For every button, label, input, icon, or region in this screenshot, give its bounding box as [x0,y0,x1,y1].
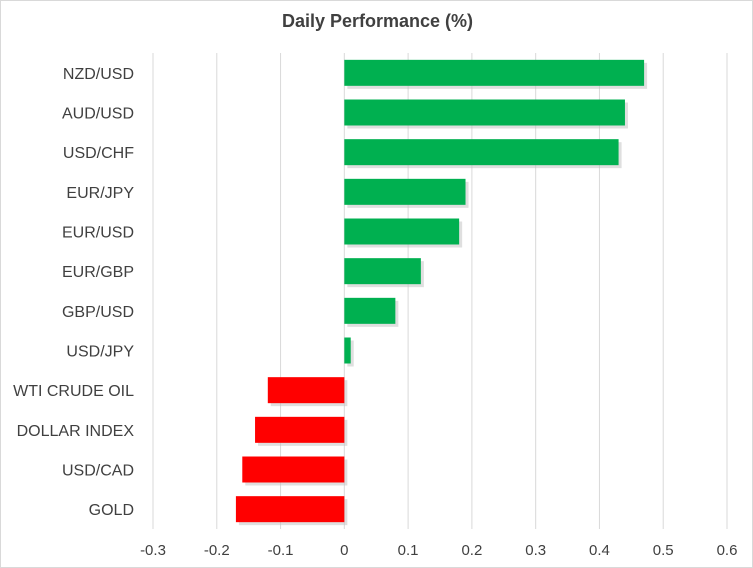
category-label: USD/CAD [62,463,134,480]
category-label: USD/JPY [66,344,134,361]
x-tick-label: -0.2 [204,542,230,559]
bar-dollar-index [255,416,345,443]
x-tick-label: 0.6 [717,542,738,559]
bar-wti-crude-oil [267,377,345,404]
bar-nzd-usd [344,59,645,86]
category-label: NZD/USD [63,66,134,83]
category-label: USD/CHF [63,145,134,162]
bar-gbp-usd [344,297,396,324]
category-label: AUD/USD [62,106,134,123]
x-tick-label: 0.1 [398,542,419,559]
x-tick-label: 0.2 [461,542,482,559]
x-tick-label: 0.5 [653,542,674,559]
x-tick-label: 0 [340,542,348,559]
bar-gold [235,496,345,523]
bar-eur-jpy [344,178,466,205]
bar-eur-usd [344,218,460,245]
bar-eur-gbp [344,258,421,285]
x-tick-label: 0.4 [589,542,610,559]
x-tick-label: -0.1 [268,542,294,559]
category-label: DOLLAR INDEX [17,423,135,440]
bar-usd-jpy [344,337,351,364]
bar-usd-cad [242,456,345,483]
category-label: EUR/JPY [66,185,134,202]
category-label: EUR/GBP [62,264,134,281]
chart-title: Daily Performance (%) [281,11,474,31]
x-tick-label: 0.3 [525,542,546,559]
category-label: WTI CRUDE OIL [13,383,134,400]
bar-aud-usd [344,99,625,126]
x-tick-label: -0.3 [140,542,166,559]
category-label: GBP/USD [62,304,134,321]
bar-usd-chf [344,139,619,166]
category-label: GOLD [89,502,134,519]
category-label: EUR/USD [62,225,134,242]
